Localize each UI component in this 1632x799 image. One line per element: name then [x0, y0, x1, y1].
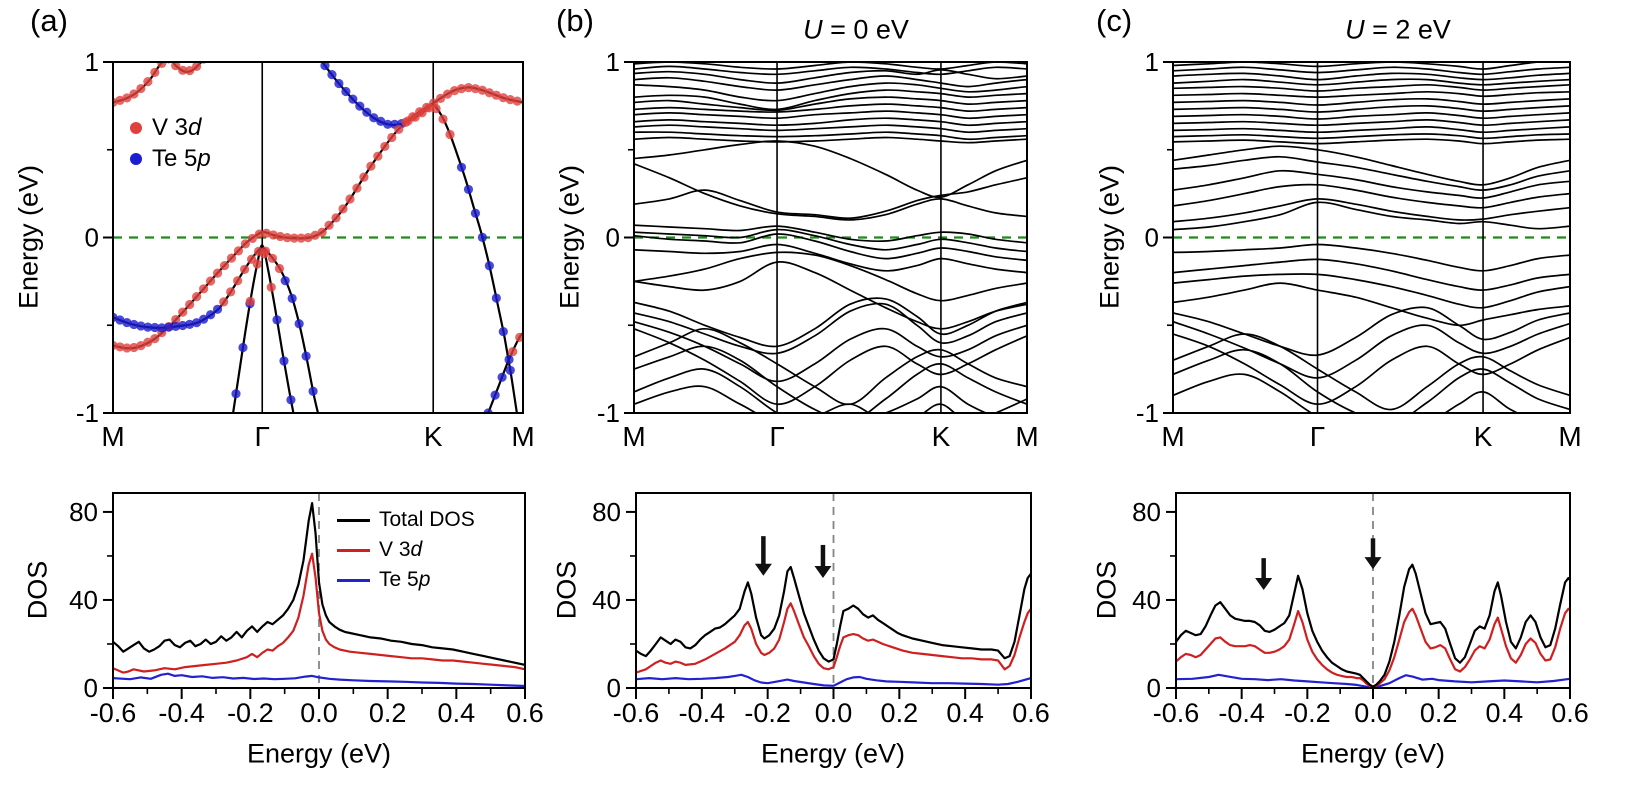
legend-item-te5p: Te 5p [130, 143, 211, 174]
band-plot-c: -1 0 1 M Γ K M [1136, 47, 1582, 452]
dos-legend: Total DOS V 3d Te 5p [337, 505, 475, 595]
legend-label: Total DOS [379, 508, 475, 531]
legend-item-v3d-dos: V 3d [337, 535, 475, 565]
panel-a-letter: (a) [30, 3, 68, 38]
svg-text:0: 0 [85, 223, 99, 253]
band-plot-b: -1 0 1 M Γ K M [597, 47, 1039, 452]
panel-b-band-ylabel: Energy (eV) [554, 164, 585, 310]
legend-item-v3d: V 3d [130, 112, 211, 143]
legend-item-te5p-dos: Te 5p [337, 565, 475, 595]
svg-text:0: 0 [1145, 223, 1159, 253]
svg-text:M: M [1161, 421, 1184, 452]
svg-text:-0.2: -0.2 [744, 698, 791, 728]
dos-curve-total-dos [1176, 563, 1570, 688]
svg-text:0.2: 0.2 [369, 698, 407, 728]
svg-text:0: 0 [84, 673, 98, 703]
legend-item-total-dos: Total DOS [337, 505, 475, 535]
svg-text:Γ: Γ [255, 421, 270, 452]
svg-text:0.4: 0.4 [946, 698, 984, 728]
svg-text:0: 0 [606, 223, 620, 253]
panel-c-band-ylabel: Energy (eV) [1094, 164, 1125, 310]
svg-text:K: K [932, 421, 951, 452]
panel-c-letter: (c) [1096, 3, 1133, 38]
dos-curve-v-3d [636, 602, 1031, 674]
svg-text:80: 80 [69, 497, 98, 527]
svg-text:Γ: Γ [1310, 421, 1325, 452]
v3d-line-swatch [337, 548, 370, 552]
panel-a-band-ylabel: Energy (eV) [13, 164, 44, 310]
svg-text:-1: -1 [76, 398, 99, 428]
svg-text:-1: -1 [1136, 398, 1159, 428]
svg-text:40: 40 [1132, 585, 1161, 615]
svg-text:1: 1 [1145, 47, 1159, 77]
svg-text:0.6: 0.6 [1012, 698, 1050, 728]
svg-text:-0.4: -0.4 [158, 698, 205, 728]
legend-label: V 3d [152, 113, 202, 141]
svg-text:-0.6: -0.6 [1153, 698, 1200, 728]
legend-label: V 3d [379, 538, 423, 561]
svg-text:M: M [1558, 421, 1581, 452]
panel-b-dos-ylabel: DOS [551, 560, 582, 620]
svg-text:-0.6: -0.6 [90, 698, 137, 728]
panel-a-dos-xlabel: Energy (eV) [246, 738, 392, 769]
dos-curve-total-dos [636, 565, 1031, 663]
svg-text:M: M [1015, 421, 1038, 452]
panel-a-dos-ylabel: DOS [22, 560, 53, 620]
total-dos-line-swatch [337, 518, 370, 522]
svg-text:0: 0 [1147, 673, 1161, 703]
svg-text:-0.2: -0.2 [227, 698, 274, 728]
te5p-dot-swatch [130, 152, 142, 165]
panel-b-letter: (b) [556, 3, 594, 38]
svg-text:0.0: 0.0 [1354, 698, 1392, 728]
dos-plot-c: -0.6 -0.4 -0.2 0.0 0.2 0.4 0.6 0 40 80 [1132, 492, 1589, 728]
svg-text:K: K [424, 421, 443, 452]
svg-text:Γ: Γ [769, 421, 784, 452]
dos-curve-te-5p [636, 673, 1031, 687]
dos-plot-a: -0.6 -0.4 -0.2 0.0 0.2 0.4 0.6 0 40 80 [69, 492, 544, 728]
svg-text:0.6: 0.6 [506, 698, 544, 728]
svg-text:-1: -1 [597, 398, 620, 428]
te5p-line-swatch [337, 578, 370, 582]
svg-text:40: 40 [592, 585, 621, 615]
svg-text:1: 1 [85, 47, 99, 77]
svg-text:1: 1 [606, 47, 620, 77]
band-plot-a: -1 0 1 M Γ K M [76, 47, 535, 452]
band-legend: V 3d Te 5p [130, 112, 211, 174]
dos-curve-te-5p [113, 672, 525, 688]
svg-text:M: M [622, 421, 645, 452]
panel-b-dos-xlabel: Energy (eV) [760, 738, 906, 769]
svg-text:0: 0 [607, 673, 621, 703]
svg-text:K: K [1474, 421, 1493, 452]
svg-text:M: M [101, 421, 124, 452]
panel-c-title: U = 2 eV [1345, 14, 1451, 45]
panel-b-title: U = 0 eV [803, 14, 909, 45]
svg-text:-0.4: -0.4 [679, 698, 726, 728]
svg-text:0.2: 0.2 [1420, 698, 1458, 728]
svg-text:0.6: 0.6 [1551, 698, 1589, 728]
svg-text:0.0: 0.0 [815, 698, 853, 728]
panel-c-dos-xlabel: Energy (eV) [1300, 738, 1446, 769]
svg-text:-0.6: -0.6 [613, 698, 660, 728]
svg-text:80: 80 [592, 497, 621, 527]
v3d-dot-swatch [130, 121, 142, 134]
svg-text:M: M [511, 421, 534, 452]
svg-text:40: 40 [69, 585, 98, 615]
legend-label: Te 5p [152, 144, 211, 172]
svg-text:0.4: 0.4 [438, 698, 476, 728]
dos-curve-total-dos [113, 502, 525, 666]
svg-text:80: 80 [1132, 497, 1161, 527]
dos-plot-b: -0.6 -0.4 -0.2 0.0 0.2 0.4 0.6 0 40 80 [592, 492, 1050, 728]
svg-text:0.4: 0.4 [1486, 698, 1524, 728]
dos-curve-v-3d [113, 552, 525, 674]
svg-text:-0.4: -0.4 [1218, 698, 1265, 728]
svg-text:0.0: 0.0 [300, 698, 338, 728]
svg-text:-0.2: -0.2 [1284, 698, 1331, 728]
svg-text:0.2: 0.2 [881, 698, 919, 728]
legend-label: Te 5p [379, 568, 431, 591]
panel-c-dos-ylabel: DOS [1091, 560, 1122, 620]
